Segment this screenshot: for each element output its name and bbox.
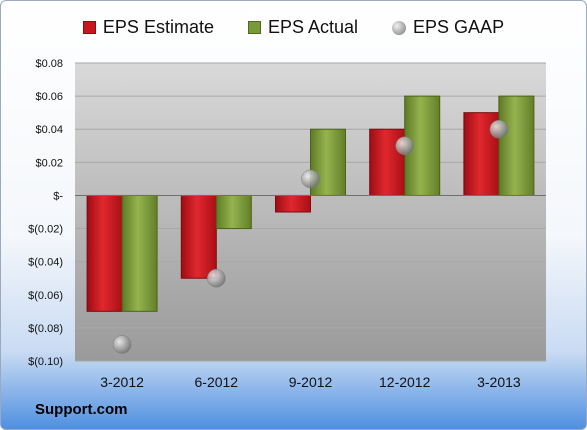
bar-eps-estimate [180,194,217,279]
y-tick-label: $(0.06) [28,290,63,302]
legend-swatch-actual [247,21,261,34]
legend-swatch-estimate [82,21,96,34]
x-tick-label: 9-2012 [289,374,333,390]
y-tick-label: $0.06 [35,91,63,103]
legend-item-eps-actual: EPS Actual [247,17,359,38]
marker-eps-gaap [112,335,132,354]
bar-eps-estimate [275,194,311,213]
x-tick-label: 3-2012 [100,374,144,390]
bar-eps-actual [215,194,252,230]
legend-swatch-gaap [392,20,407,35]
marker-eps-gaap [395,136,414,156]
marker-eps-gaap [489,119,509,139]
y-tick-label: $- [53,190,63,202]
marker-eps-gaap [207,268,226,288]
x-tick-label: 6-2012 [195,374,239,390]
y-tick-label: $0.02 [35,157,63,169]
legend-item-eps-gaap: EPS GAAP [392,17,504,38]
x-tick-label: 3-2013 [477,374,521,390]
y-tick-label: $0.04 [35,124,63,136]
y-tick-label: $0.08 [35,58,63,70]
brand-label: Support.com [35,401,128,418]
y-tick-label: $(0.10) [28,356,63,368]
marker-eps-gaap [301,169,320,189]
legend-label-gaap: EPS GAAP [413,17,505,37]
x-tick-label: 12-2012 [379,374,431,390]
legend-label-actual: EPS Actual [267,17,359,37]
legend-item-eps-estimate: EPS Estimate [82,17,214,38]
y-tick-label: $(0.08) [28,323,63,335]
bar-eps-actual [121,194,158,312]
bar-eps-actual [498,95,535,196]
legend: EPS Estimate EPS Actual EPS GAAP [1,17,586,38]
legend-label-estimate: EPS Estimate [102,17,214,37]
bar-eps-estimate [86,194,123,312]
y-tick-label: $(0.04) [28,257,63,269]
y-tick-label: $(0.02) [28,224,63,236]
